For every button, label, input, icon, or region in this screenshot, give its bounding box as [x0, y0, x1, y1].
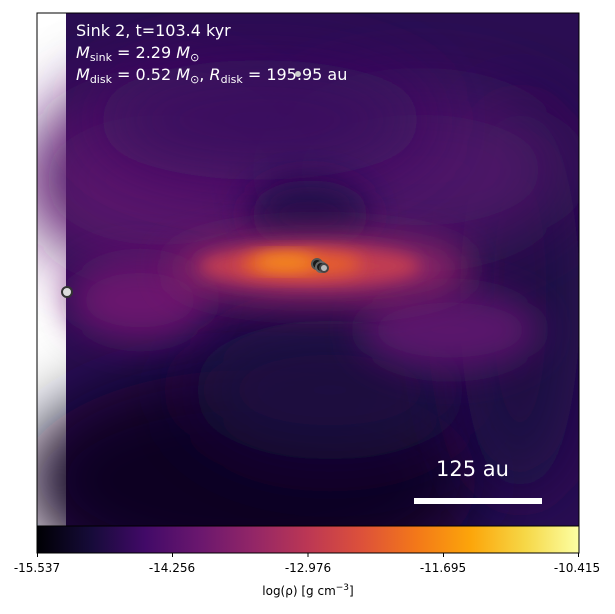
- sink-mass-subscript: sink: [89, 51, 112, 64]
- disk-mass-value: = 0.52: [117, 65, 172, 84]
- colorbar-label-sup: −3: [335, 583, 350, 593]
- disk-mass-symbol: M: [76, 65, 90, 84]
- colorbar-tick-label: -10.415: [553, 561, 601, 575]
- scale-bar: [414, 498, 542, 504]
- disk-mass-unit: M: [176, 65, 191, 84]
- disk-radius-value: = 195.95: [247, 65, 323, 84]
- sink-mass-unit: M: [176, 43, 191, 62]
- colorbar-label-main: log(ρ) [g cm: [262, 584, 336, 598]
- sink-mass-unit-sub: ⊙: [190, 51, 200, 64]
- disk-radius-symbol: R: [209, 65, 221, 84]
- density-image: [37, 13, 579, 526]
- disk-radius-subscript: disk: [220, 73, 243, 86]
- colorbar-tick-label: -15.537: [13, 561, 61, 575]
- scale-bar-label: 125 au: [436, 457, 509, 481]
- colorbar-tick-label: -14.256: [148, 561, 196, 575]
- disk-line: Mdisk = 0.52 M⊙, Rdisk = 195.95 au: [76, 65, 348, 86]
- colorbar-tick-label: -11.695: [419, 561, 467, 575]
- colorbar-tick-label: -12.976: [284, 561, 332, 575]
- sink-mass-line: Msink = 2.29 M⊙: [76, 43, 200, 64]
- disk-mass-unit-sub: ⊙: [190, 73, 200, 86]
- sink-mass-symbol: M: [76, 43, 90, 62]
- disk-radius-unit: au: [327, 65, 348, 84]
- disk-mass-subscript: disk: [89, 73, 112, 86]
- colorbar: [36, 525, 580, 557]
- title-line: Sink 2, t=103.4 kyr: [76, 21, 231, 40]
- colorbar-label: log(ρ) [g cm−3]: [262, 583, 353, 598]
- sink-mass-value: = 2.29: [117, 43, 172, 62]
- colorbar-label-end: ]: [349, 584, 354, 598]
